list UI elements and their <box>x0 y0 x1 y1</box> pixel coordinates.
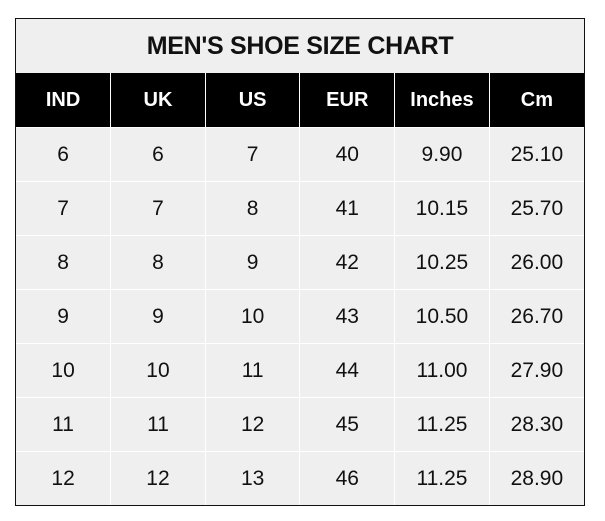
table-cell: 10 <box>16 343 112 398</box>
size-chart-table: MEN'S SHOE SIZE CHART IND UK US EUR Inches Cm… <box>15 18 585 506</box>
table-cell: 43 <box>299 289 396 344</box>
table-cell: 11 <box>16 397 112 452</box>
column-header: UK <box>110 73 206 128</box>
column-header: Inches <box>394 73 490 128</box>
table-cell: 6 <box>16 127 112 182</box>
table-cell: 10 <box>110 343 206 398</box>
table-cell: 7 <box>204 127 301 182</box>
table-cell: 28.90 <box>488 451 584 505</box>
table-cell: 9 <box>16 289 112 344</box>
table-cell: 45 <box>299 397 396 452</box>
table-cell: 41 <box>299 181 396 236</box>
table-cell: 46 <box>299 451 396 505</box>
table-cell: 12 <box>204 397 301 452</box>
table-cell: 26.00 <box>488 235 584 290</box>
table-row: 6 6 7 40 9.90 25.10 <box>16 127 584 182</box>
header-row: IND UK US EUR Inches Cm <box>16 73 584 128</box>
table-cell: 40 <box>299 127 396 182</box>
table-cell: 9.90 <box>394 127 490 182</box>
table-cell: 8 <box>204 181 301 236</box>
table-cell: 9 <box>110 289 206 344</box>
table-cell: 7 <box>16 181 112 236</box>
column-header: Cm <box>488 73 584 128</box>
size-table: IND UK US EUR Inches Cm 6 6 7 40 9.90 25.10 7 7 8 41 10… <box>16 73 584 505</box>
column-header: EUR <box>299 73 396 128</box>
table-cell: 11 <box>110 397 206 452</box>
table-cell: 10 <box>204 289 301 344</box>
column-header: IND <box>16 73 112 128</box>
table-cell: 10.15 <box>394 181 490 236</box>
table-cell: 7 <box>110 181 206 236</box>
table-cell: 11 <box>204 343 301 398</box>
table-row: 7 7 8 41 10.15 25.70 <box>16 181 584 236</box>
table-row: 9 9 10 43 10.50 26.70 <box>16 289 584 344</box>
table-cell: 28.30 <box>488 397 584 452</box>
table-cell: 11.00 <box>394 343 490 398</box>
table-row: 11 11 12 45 11.25 28.30 <box>16 397 584 452</box>
table-cell: 11.25 <box>394 451 490 505</box>
table-cell: 6 <box>110 127 206 182</box>
chart-title: MEN'S SHOE SIZE CHART <box>16 19 584 73</box>
table-row: 8 8 9 42 10.25 26.00 <box>16 235 584 290</box>
table-cell: 9 <box>204 235 301 290</box>
table-cell: 42 <box>299 235 396 290</box>
table-cell: 12 <box>16 451 112 505</box>
table-cell: 27.90 <box>488 343 584 398</box>
table-row: 10 10 11 44 11.00 27.90 <box>16 343 584 398</box>
column-header: US <box>204 73 301 128</box>
table-cell: 11.25 <box>394 397 490 452</box>
table-cell: 25.70 <box>488 181 584 236</box>
table-cell: 44 <box>299 343 396 398</box>
table-cell: 13 <box>204 451 301 505</box>
table-cell: 25.10 <box>488 127 584 182</box>
table-row: 12 12 13 46 11.25 28.90 <box>16 451 584 505</box>
table-cell: 10.25 <box>394 235 490 290</box>
table-cell: 12 <box>110 451 206 505</box>
table-cell: 8 <box>16 235 112 290</box>
table-cell: 8 <box>110 235 206 290</box>
table-cell: 10.50 <box>394 289 490 344</box>
table-cell: 26.70 <box>488 289 584 344</box>
